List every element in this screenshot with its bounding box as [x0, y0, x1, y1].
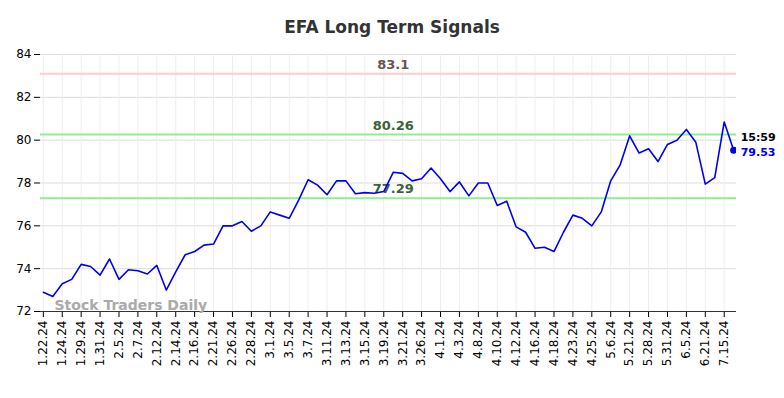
svg-text:5.31.24: 5.31.24: [660, 321, 674, 367]
svg-text:77.29: 77.29: [373, 181, 414, 196]
svg-text:72: 72: [16, 304, 31, 318]
svg-text:15:59: 15:59: [741, 131, 776, 144]
svg-text:1.31.24: 1.31.24: [93, 321, 107, 367]
svg-text:3.26.24: 3.26.24: [414, 321, 428, 367]
svg-text:4.1.24: 4.1.24: [433, 321, 447, 359]
svg-text:2.7.24: 2.7.24: [131, 321, 145, 359]
svg-text:80.26: 80.26: [373, 118, 414, 133]
svg-text:1.24.24: 1.24.24: [55, 321, 69, 367]
svg-text:3.13.24: 3.13.24: [339, 321, 353, 367]
svg-text:1.29.24: 1.29.24: [74, 321, 88, 367]
svg-text:2.28.24: 2.28.24: [244, 321, 258, 367]
svg-text:3.15.24: 3.15.24: [358, 321, 372, 367]
svg-text:2.21.24: 2.21.24: [206, 321, 220, 367]
svg-text:4.18.24: 4.18.24: [547, 321, 561, 367]
svg-text:4.25.24: 4.25.24: [585, 321, 599, 367]
svg-text:5.28.24: 5.28.24: [641, 321, 655, 367]
svg-text:84: 84: [16, 47, 31, 61]
svg-text:2.5.24: 2.5.24: [112, 321, 126, 359]
svg-text:2.12.24: 2.12.24: [150, 321, 164, 367]
svg-text:4.8.24: 4.8.24: [471, 321, 485, 359]
svg-text:82: 82: [16, 90, 31, 104]
svg-text:4.10.24: 4.10.24: [490, 321, 504, 367]
svg-text:83.1: 83.1: [377, 57, 409, 72]
svg-text:1.22.24: 1.22.24: [36, 321, 50, 367]
svg-text:3.5.24: 3.5.24: [282, 321, 296, 359]
svg-text:76: 76: [16, 219, 31, 233]
svg-text:5.6.24: 5.6.24: [604, 321, 618, 359]
svg-text:7.15.24: 7.15.24: [717, 321, 731, 367]
html-text:EFA Long Term Signals: EFA Long Term Signals: [284, 17, 500, 37]
svg-text:6.5.24: 6.5.24: [679, 321, 693, 359]
svg-text:2.26.24: 2.26.24: [225, 321, 239, 367]
svg-text:4.3.24: 4.3.24: [452, 321, 466, 359]
svg-text:3.1.24: 3.1.24: [263, 321, 277, 359]
svg-text:3.21.24: 3.21.24: [396, 321, 410, 367]
svg-text:3.19.24: 3.19.24: [377, 321, 391, 367]
svg-text:Stock Traders Daily: Stock Traders Daily: [55, 297, 208, 313]
svg-text:2.14.24: 2.14.24: [169, 321, 183, 367]
svg-text:4.12.24: 4.12.24: [509, 321, 523, 367]
svg-text:3.7.24: 3.7.24: [301, 321, 315, 359]
svg-text:74: 74: [16, 262, 31, 276]
svg-text:5.21.24: 5.21.24: [622, 321, 636, 367]
svg-text:80: 80: [16, 133, 31, 147]
svg-text:4.16.24: 4.16.24: [528, 321, 542, 367]
svg-text:4.23.24: 4.23.24: [566, 321, 580, 367]
svg-text:3.11.24: 3.11.24: [320, 321, 334, 367]
svg-text:78: 78: [16, 176, 31, 190]
svg-text:2.16.24: 2.16.24: [187, 321, 201, 367]
svg-text:6.21.24: 6.21.24: [698, 321, 712, 367]
svg-text:79.53: 79.53: [741, 146, 776, 159]
